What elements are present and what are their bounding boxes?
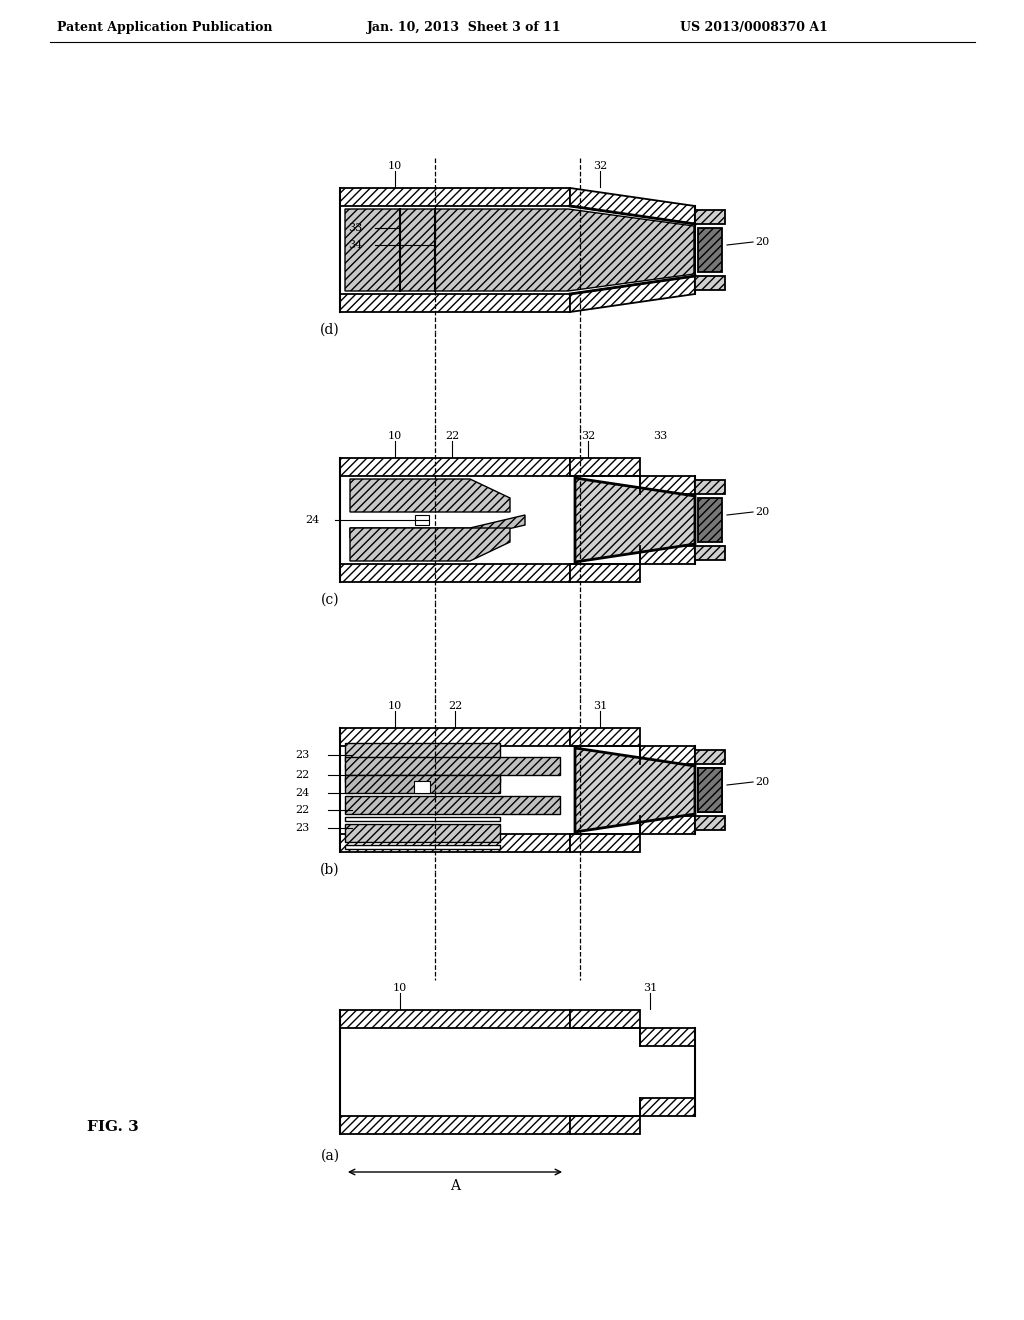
Text: (d): (d) (321, 323, 340, 337)
Text: Patent Application Publication: Patent Application Publication (57, 21, 272, 33)
Bar (640, 816, 695, 834)
Polygon shape (575, 748, 695, 832)
Bar (640, 546, 695, 564)
Text: FIG. 3: FIG. 3 (87, 1119, 138, 1134)
Bar (340, 834, 570, 851)
Text: A: A (450, 1179, 460, 1193)
Text: 32: 32 (581, 432, 595, 441)
Bar (570, 458, 640, 477)
Bar (340, 294, 570, 312)
Text: Jan. 10, 2013  Sheet 3 of 11: Jan. 10, 2013 Sheet 3 of 11 (367, 21, 561, 33)
Text: 10: 10 (388, 161, 402, 172)
Polygon shape (570, 276, 695, 312)
Bar (640, 1098, 695, 1115)
Text: 33: 33 (348, 223, 362, 234)
Bar (345, 775, 500, 793)
Bar (698, 228, 722, 272)
Polygon shape (345, 209, 694, 290)
Bar (695, 480, 725, 494)
Text: 10: 10 (393, 983, 408, 993)
Bar (570, 1010, 640, 1028)
Text: 20: 20 (755, 507, 769, 517)
Text: 22: 22 (296, 805, 310, 814)
Bar (414, 781, 430, 793)
Bar (340, 187, 570, 206)
Polygon shape (350, 515, 525, 539)
Polygon shape (570, 187, 695, 224)
Text: (c): (c) (321, 593, 339, 607)
Bar (695, 816, 725, 830)
Text: 22: 22 (444, 432, 459, 441)
Bar (698, 768, 722, 812)
Text: 24: 24 (296, 788, 310, 799)
Bar (340, 564, 570, 582)
Text: 31: 31 (643, 983, 657, 993)
Bar (415, 515, 429, 525)
Bar (695, 750, 725, 764)
Text: 10: 10 (388, 701, 402, 711)
Text: 22: 22 (296, 770, 310, 780)
Bar (570, 834, 640, 851)
Text: 20: 20 (755, 777, 769, 787)
Text: 23: 23 (296, 750, 310, 760)
Bar (570, 564, 640, 582)
Bar (345, 817, 500, 821)
Text: 24: 24 (306, 515, 319, 525)
Text: 33: 33 (653, 432, 667, 441)
Text: 20: 20 (755, 238, 769, 247)
Bar (695, 210, 725, 224)
Bar (340, 458, 570, 477)
Bar (695, 546, 725, 560)
Polygon shape (575, 478, 695, 562)
Bar (640, 477, 695, 494)
Text: 34: 34 (348, 240, 362, 249)
Bar (640, 1028, 695, 1045)
Bar (695, 276, 725, 290)
Bar (340, 729, 570, 746)
Bar (345, 743, 500, 762)
Polygon shape (350, 528, 510, 561)
Bar (345, 764, 500, 768)
Text: US 2013/0008370 A1: US 2013/0008370 A1 (680, 21, 827, 33)
Text: 10: 10 (388, 432, 402, 441)
Bar (345, 796, 560, 814)
Bar (340, 1115, 570, 1134)
Bar (570, 1115, 640, 1134)
Bar (345, 777, 500, 781)
Text: (a): (a) (321, 1148, 340, 1163)
Bar (345, 824, 500, 842)
Text: 22: 22 (447, 701, 462, 711)
Text: 23: 23 (296, 822, 310, 833)
Text: 32: 32 (593, 161, 607, 172)
Bar (345, 845, 500, 849)
Text: (b): (b) (321, 863, 340, 876)
Bar (340, 1010, 570, 1028)
Bar (640, 746, 695, 764)
Bar (345, 756, 560, 775)
Polygon shape (350, 479, 510, 512)
Text: 31: 31 (593, 701, 607, 711)
Bar (570, 729, 640, 746)
Bar (698, 498, 722, 543)
Bar (698, 768, 722, 812)
